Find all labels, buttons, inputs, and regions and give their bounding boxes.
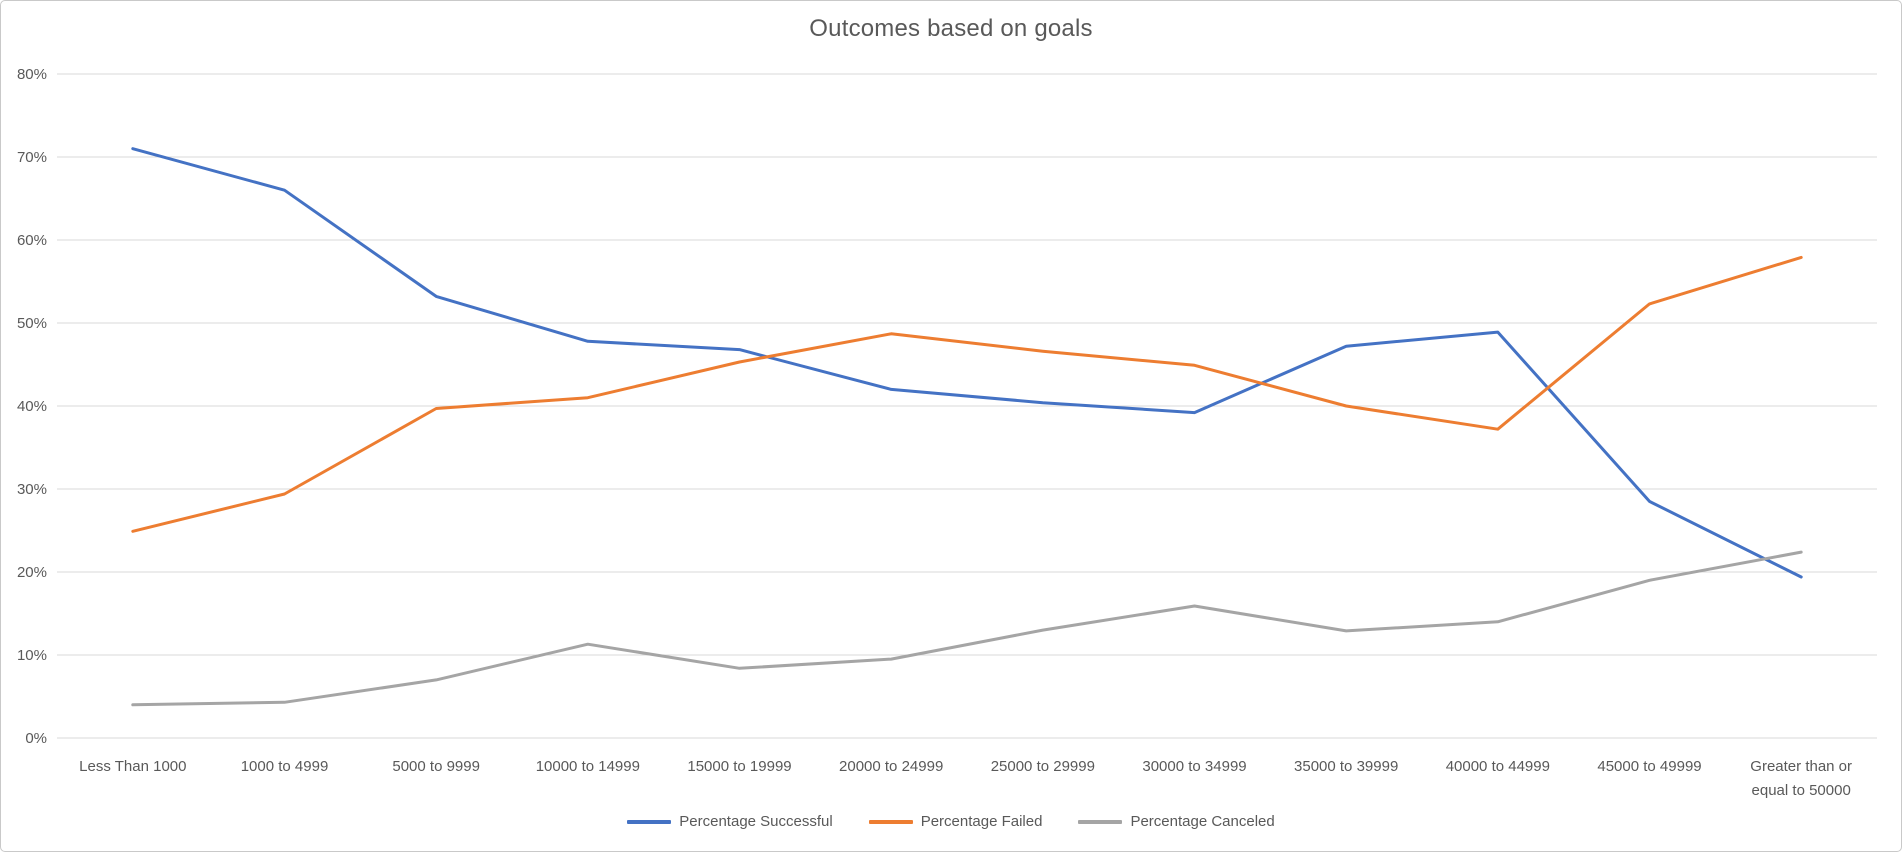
legend-label-failed: Percentage Failed bbox=[920, 813, 1043, 830]
legend: Percentage Successful Percentage Failed … bbox=[1, 813, 1901, 830]
legend-swatch-failed bbox=[868, 819, 913, 824]
y-axis-tick-label: 80% bbox=[17, 66, 47, 83]
x-axis-category-label: 10000 to 14999 bbox=[536, 758, 640, 775]
y-axis-tick-label: 30% bbox=[17, 481, 47, 498]
x-axis-category-label: 1000 to 4999 bbox=[241, 758, 329, 775]
x-axis-category-label: 45000 to 49999 bbox=[1597, 758, 1701, 775]
x-axis-category-label: Greater than or bbox=[1750, 758, 1852, 775]
x-axis-category-label: 20000 to 24999 bbox=[839, 758, 943, 775]
x-axis-category-label: 5000 to 9999 bbox=[392, 758, 480, 775]
legend-item-canceled: Percentage Canceled bbox=[1078, 813, 1275, 830]
legend-swatch-canceled bbox=[1078, 819, 1123, 824]
series-line-percentage-canceled bbox=[131, 550, 1803, 707]
legend-item-failed: Percentage Failed bbox=[868, 813, 1043, 830]
legend-swatch-successful bbox=[627, 819, 672, 824]
x-axis-category-label: 15000 to 19999 bbox=[687, 758, 791, 775]
y-axis-tick-label: 70% bbox=[17, 149, 47, 166]
y-axis-tick-label: 60% bbox=[17, 232, 47, 249]
x-axis-category-label: equal to 50000 bbox=[1752, 782, 1851, 799]
y-axis-tick-label: 40% bbox=[17, 398, 47, 415]
series-line-percentage-successful bbox=[131, 147, 1803, 579]
x-axis-category-label: 35000 to 39999 bbox=[1294, 758, 1398, 775]
legend-label-successful: Percentage Successful bbox=[679, 813, 833, 830]
y-axis-tick-label: 20% bbox=[17, 564, 47, 581]
legend-label-canceled: Percentage Canceled bbox=[1130, 813, 1275, 830]
series-line-percentage-failed bbox=[131, 255, 1803, 533]
x-axis-category-label: 25000 to 29999 bbox=[991, 758, 1095, 775]
x-axis-category-label: Less Than 1000 bbox=[79, 758, 186, 775]
legend-item-successful: Percentage Successful bbox=[627, 813, 833, 830]
x-axis-category-label: 30000 to 34999 bbox=[1142, 758, 1246, 775]
chart-title: Outcomes based on goals bbox=[809, 15, 1093, 42]
y-axis-tick-label: 0% bbox=[25, 730, 47, 747]
y-axis-tick-label: 50% bbox=[17, 315, 47, 332]
y-axis-tick-label: 10% bbox=[17, 647, 47, 664]
x-axis-category-label: 40000 to 44999 bbox=[1446, 758, 1550, 775]
